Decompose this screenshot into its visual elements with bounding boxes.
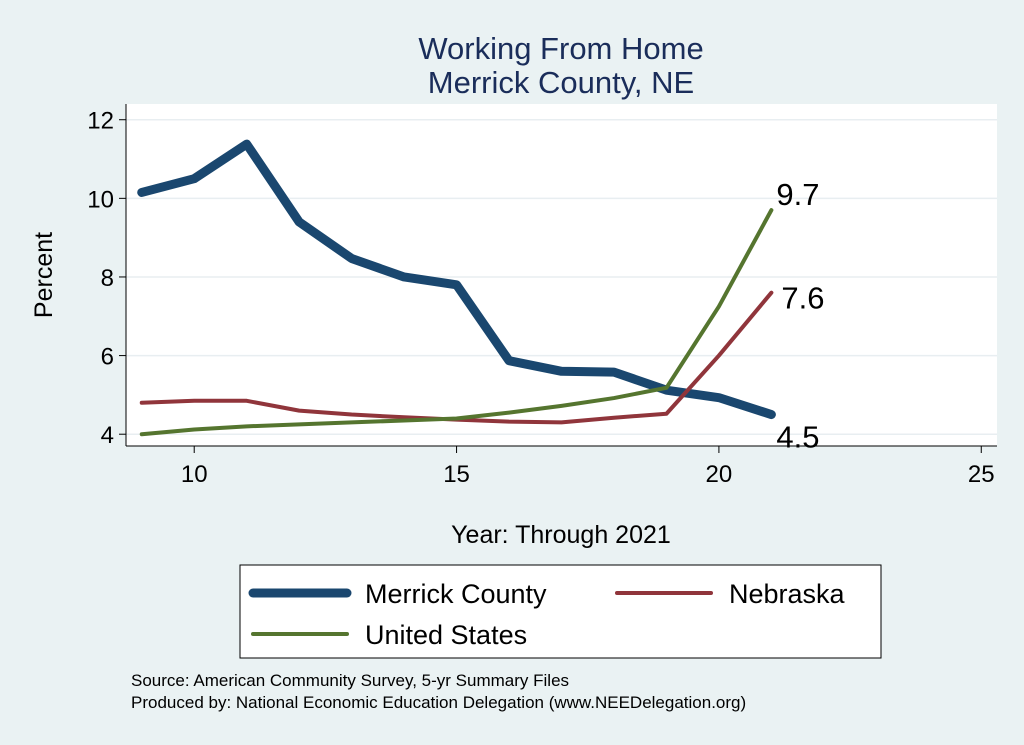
chart-title: Working From Home: [418, 31, 703, 66]
series-line-united-states: [139, 208, 774, 437]
grid: [126, 118, 997, 435]
axes: 4 6 8 10 12 10 15 20 25: [87, 104, 997, 488]
producer-note: Produced by: National Economic Education…: [131, 693, 746, 712]
legend: Merrick County Nebraska United States: [239, 564, 882, 659]
x-tick-label: 25: [968, 461, 995, 488]
legend-label: Merrick County: [365, 579, 547, 609]
end-label: 9.7: [776, 177, 819, 212]
x-tick-label: 20: [706, 461, 733, 488]
y-tick-label: 8: [101, 265, 114, 292]
y-tick-label: 12: [87, 108, 114, 135]
legend-box: [239, 564, 882, 659]
y-tick-label: 6: [101, 344, 114, 371]
series-line-merrick-county: [137, 139, 776, 420]
end-labels: 4.5 7.6 9.7: [776, 177, 824, 454]
legend-label: United States: [365, 620, 527, 650]
end-label: 4.5: [776, 420, 819, 455]
legend-label: Nebraska: [729, 579, 846, 609]
y-axis-label: Percent: [30, 232, 58, 318]
chart-subtitle: Merrick County, NE: [428, 65, 694, 100]
x-axis-label: Year: Through 2021: [451, 521, 671, 549]
x-tick-label: 15: [443, 461, 470, 488]
series-lines: [137, 139, 776, 437]
end-label: 7.6: [781, 281, 824, 316]
x-tick-label: 10: [181, 461, 208, 488]
source-note: Source: American Community Survey, 5-yr …: [131, 671, 569, 690]
y-tick-label: 4: [101, 422, 114, 449]
plot-area: [126, 104, 997, 446]
y-tick-label: 10: [87, 186, 114, 213]
